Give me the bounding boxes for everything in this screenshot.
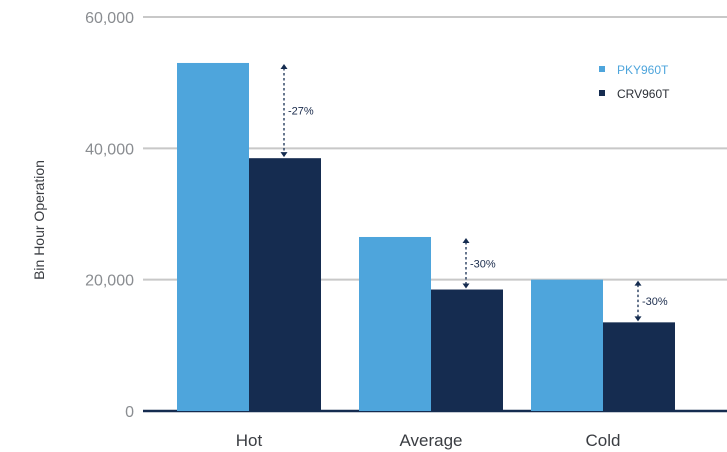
legend-label: CRV960T	[617, 87, 670, 101]
arrow-head-down	[634, 316, 642, 322]
arrow-head-down	[462, 283, 470, 289]
arrow-head-down	[280, 152, 288, 158]
legend-swatch-crv960t	[599, 90, 605, 96]
bar-average-pky960t	[359, 236, 431, 411]
difference-arrow: -30%	[462, 237, 496, 289]
arrow-head-up	[634, 280, 642, 286]
bar-hot-pky960t	[177, 62, 249, 411]
difference-arrow: -30%	[634, 280, 668, 322]
arrow-head-up	[462, 237, 470, 243]
bar-hot-crv960t	[249, 158, 321, 411]
x-tick-label: Average	[399, 431, 462, 450]
y-tick-label: 40,000	[85, 141, 134, 158]
y-tick-label: 60,000	[85, 10, 134, 27]
arrow-head-up	[280, 63, 288, 69]
y-tick-label: 20,000	[85, 273, 134, 290]
legend-label: PKY960T	[617, 63, 669, 77]
legend-swatch-pky960t	[599, 66, 605, 72]
x-axis-ticks: Hot Average Cold	[236, 431, 621, 450]
x-tick-label: Cold	[586, 431, 621, 450]
y-axis-label: Bin Hour Operation	[31, 160, 47, 280]
bar-average-crv960t	[431, 289, 503, 411]
difference-label: -27%	[288, 106, 314, 118]
y-tick-label: 0	[125, 404, 134, 421]
x-tick-label: Hot	[236, 431, 263, 450]
difference-label: -30%	[642, 296, 668, 308]
difference-arrow: -27%	[280, 63, 314, 158]
bar-cold-pky960t	[531, 279, 603, 411]
difference-label: -30%	[470, 258, 496, 270]
bars	[177, 62, 675, 411]
y-axis-ticks: 0 20,000 40,000 60,000	[85, 10, 134, 421]
legend: PKY960T CRV960T	[599, 63, 670, 101]
bar-cold-crv960t	[603, 322, 675, 411]
difference-annotations: -27% -30% -30%	[280, 63, 668, 322]
